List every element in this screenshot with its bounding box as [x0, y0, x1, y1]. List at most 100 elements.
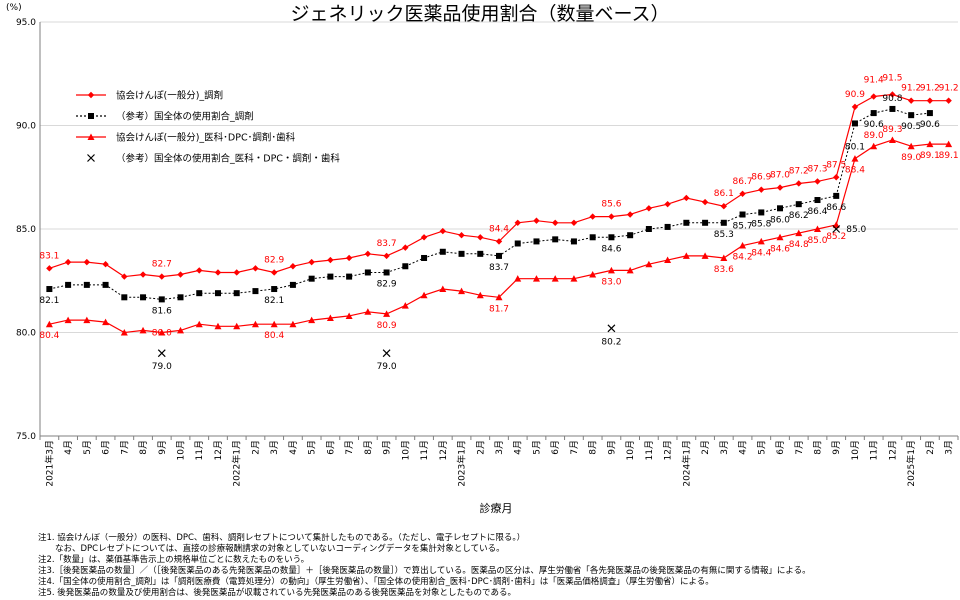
point-marker — [683, 219, 690, 226]
point-marker — [589, 234, 596, 241]
data-label: 83.7 — [377, 239, 397, 249]
x-tick-label: 7月 — [569, 440, 580, 455]
data-label: 85.7 — [733, 222, 753, 232]
point-marker — [870, 142, 878, 150]
point-marker — [87, 133, 95, 140]
point-marker — [701, 252, 709, 259]
data-label: 91.4 — [864, 76, 884, 86]
axes: 75.0 80.0 85.0 90.0 95.0 2021年3月 4月 5月 6月 7月 8月 9月 1… — [16, 18, 959, 487]
x-tick-label: 4月 — [513, 440, 524, 455]
point-marker — [739, 190, 746, 198]
data-label: 91.2 — [920, 84, 940, 94]
point-marker — [45, 320, 53, 328]
point-marker — [289, 320, 297, 328]
point-marker — [589, 213, 596, 220]
data-label: 87.0 — [770, 171, 790, 181]
point-marker — [795, 180, 802, 187]
point-marker — [813, 225, 821, 232]
data-label: 85.8 — [751, 219, 771, 229]
point-marker — [514, 275, 522, 282]
point-marker — [589, 271, 597, 278]
point-marker — [533, 217, 540, 224]
x-tick-label: 11月 — [194, 440, 205, 460]
data-label: 89.1 — [939, 151, 959, 161]
point-marker — [402, 244, 409, 251]
y-tick-label: 75.0 — [16, 432, 36, 442]
data-label: 87.2 — [789, 166, 809, 176]
point-marker — [907, 142, 915, 150]
data-label: 84.4 — [489, 224, 509, 234]
point-marker — [233, 290, 240, 297]
point-marker — [495, 238, 503, 245]
point-marker — [139, 326, 147, 334]
x-tick-label: 2022年1月 — [231, 440, 243, 487]
x-tick-label: 7月 — [344, 440, 355, 455]
point-marker — [64, 258, 72, 266]
point-marker — [383, 269, 390, 276]
point-marker — [196, 267, 203, 274]
footnote-1: 注1. 協会けんぽ（一般分）の医科、DPC、歯科、調剤レセプトについて集計したも… — [38, 533, 526, 543]
data-label: 84.6 — [601, 244, 621, 254]
x-tick-label: 8月 — [363, 440, 374, 455]
data-label: 80.0 — [152, 329, 172, 339]
point-marker — [140, 294, 147, 301]
point-marker — [139, 271, 147, 278]
point-marker — [233, 322, 241, 330]
series-layer — [45, 91, 953, 358]
point-marker — [608, 213, 615, 220]
data-label: 81.6 — [152, 306, 172, 316]
data-label: 86.4 — [807, 207, 827, 217]
point-marker — [458, 232, 465, 239]
point-marker — [758, 186, 765, 193]
data-label: 85.6 — [601, 200, 621, 210]
x-axis-label: 診療月 — [480, 501, 513, 515]
point-marker — [776, 184, 784, 191]
x-tick-label: 8月 — [138, 440, 149, 455]
point-marker — [626, 266, 634, 274]
point-marker — [83, 281, 90, 288]
point-marker — [795, 229, 803, 237]
x-tick-label: 3月 — [269, 440, 280, 455]
legend-label: （参考）国全体の使用割合_調剤 — [116, 111, 254, 123]
data-label: 83.1 — [39, 251, 59, 261]
point-marker — [270, 320, 278, 328]
point-marker — [252, 265, 259, 272]
x-tick-label: 12月 — [213, 440, 224, 460]
point-marker — [758, 209, 765, 216]
data-label: 86.9 — [751, 173, 771, 183]
point-marker — [907, 97, 915, 104]
point-marker — [514, 240, 521, 247]
data-label: 90.8 — [882, 94, 902, 104]
point-marker — [439, 285, 447, 293]
series-line — [49, 108, 930, 300]
point-marker — [121, 273, 128, 280]
x-tick-label: 3月 — [944, 440, 955, 455]
x-tick-label: 2025年1月 — [905, 440, 917, 487]
footnote-5: 注5. 後発医薬品の数量及び使用割合は、後発医薬品が収載されている先発医薬品のあ… — [38, 588, 516, 598]
x-tick-label: 11月 — [644, 440, 655, 460]
point-marker — [65, 281, 72, 288]
x-tick-label: 2021年3月 — [43, 440, 55, 487]
point-marker — [607, 266, 615, 274]
data-label: 87.5 — [826, 160, 846, 170]
x-tick-label: 7月 — [119, 440, 130, 455]
x-tick-label: 5月 — [531, 440, 542, 455]
point-marker — [271, 286, 278, 293]
chart: ジェネリック医薬品使用割合（数量ベース） (%) 75.0 80.0 85.0 90.… — [6, 3, 959, 515]
data-label: 80.9 — [377, 321, 397, 331]
point-marker — [832, 225, 841, 233]
data-label: 90.6 — [864, 120, 884, 130]
point-marker — [496, 252, 502, 259]
x-tick-label: 12月 — [438, 440, 449, 460]
x-tick-label: 8月 — [588, 440, 599, 455]
point-marker — [157, 349, 166, 358]
data-label: 85.3 — [714, 230, 734, 240]
point-marker — [720, 254, 728, 261]
point-marker — [214, 290, 221, 297]
legend-label: 協会けんぽ(一般分)_調剤 — [116, 90, 223, 102]
point-marker — [889, 105, 896, 112]
x-tick-label: 9月 — [157, 440, 168, 455]
legend-item-1: 協会けんぽ(一般分)_調剤 — [76, 90, 223, 102]
x-tick-label: 2月 — [250, 440, 261, 455]
point-marker — [945, 140, 953, 148]
